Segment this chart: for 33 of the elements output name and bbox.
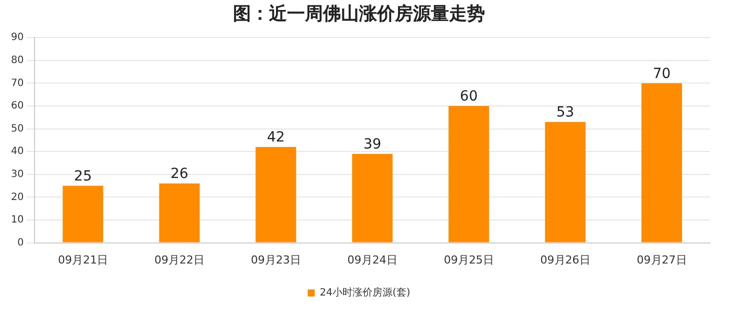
data-label: 53	[556, 104, 574, 121]
y-tick-label: 0	[17, 237, 24, 248]
y-tick-label: 10	[10, 214, 24, 226]
y-tick-label: 40	[10, 146, 24, 158]
data-label: 60	[460, 88, 478, 105]
y-tick-label: 20	[10, 192, 24, 203]
data-label: 25	[74, 168, 92, 184]
bar	[448, 106, 490, 242]
y-tick-label: 50	[10, 123, 24, 134]
y-tick-label: 90	[10, 32, 24, 44]
data-label: 42	[266, 130, 285, 146]
y-tick-label: 30	[10, 168, 24, 180]
data-label: 26	[170, 166, 188, 182]
legend-label: 24小时涨价房源(套)	[320, 286, 410, 299]
x-tick-label: 09月21日	[58, 253, 108, 266]
x-tick-label: 09月27日	[636, 253, 687, 266]
x-tick-label: 09月23日	[250, 253, 301, 266]
x-tick-label: 09月22日	[154, 253, 204, 266]
bar	[159, 184, 200, 242]
y-tick-label: 80	[10, 54, 24, 66]
data-label: 39	[363, 136, 382, 153]
x-tick-label: 09月26日	[540, 253, 590, 266]
bar	[256, 147, 296, 242]
bar	[62, 186, 104, 242]
x-tick-label: 09月25日	[444, 253, 494, 266]
y-tick-label: 70	[10, 78, 24, 89]
bar	[352, 154, 393, 242]
y-tick-label: 60	[10, 100, 24, 112]
bar	[642, 83, 682, 242]
x-tick-label: 09月24日	[347, 253, 398, 266]
chart-title: 图：近一周佛山涨价房源量走势	[233, 3, 485, 24]
data-label: 70	[652, 66, 671, 82]
bar	[545, 122, 586, 242]
